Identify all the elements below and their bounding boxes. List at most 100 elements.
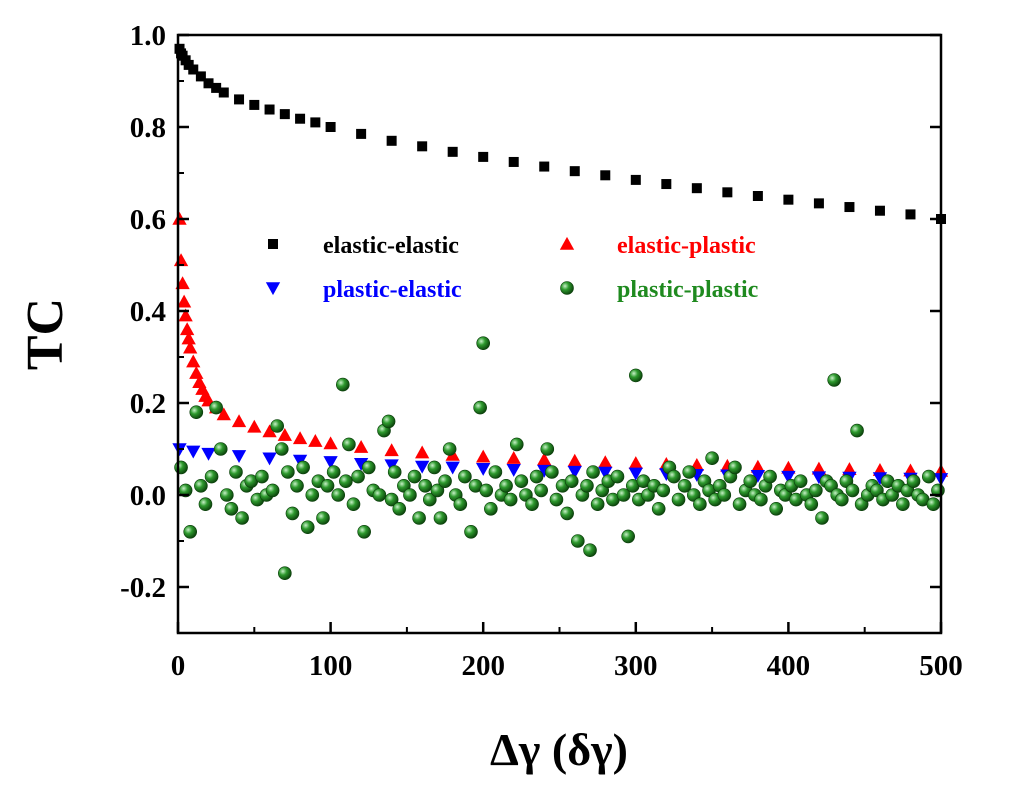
data-point	[667, 469, 681, 484]
data-point	[628, 467, 643, 481]
y-tick-label: 1.0	[130, 20, 166, 52]
data-point	[220, 488, 234, 502]
data-point	[224, 501, 239, 516]
data-point	[281, 465, 295, 479]
data-point	[277, 428, 292, 441]
series-elastic-plastic	[172, 211, 949, 477]
data-point	[580, 478, 594, 493]
data-point	[743, 474, 758, 489]
data-point	[750, 469, 766, 483]
data-point	[178, 308, 193, 322]
data-point	[537, 452, 552, 466]
data-point	[534, 483, 548, 498]
data-point	[499, 478, 513, 493]
legend-label: plastic-plastic	[617, 277, 759, 303]
data-point	[415, 445, 430, 459]
data-point	[769, 501, 783, 516]
data-point	[353, 440, 369, 453]
data-point	[811, 471, 827, 485]
data-point	[403, 488, 417, 502]
data-point	[325, 122, 336, 132]
axis-ticks	[176, 33, 943, 634]
data-point	[763, 469, 777, 484]
data-point	[905, 209, 916, 220]
data-point	[417, 141, 428, 152]
data-point	[412, 511, 426, 525]
data-point	[438, 474, 452, 489]
data-point	[174, 460, 188, 475]
data-point	[181, 331, 196, 345]
data-point	[813, 198, 824, 209]
data-point	[906, 474, 921, 489]
data-point	[384, 492, 399, 507]
series-elastic-elastic	[174, 43, 946, 224]
data-point	[484, 501, 498, 516]
data-point	[508, 156, 519, 167]
data-point	[415, 460, 430, 474]
data-point	[488, 465, 503, 479]
y-tick-label: 0.4	[130, 296, 166, 328]
data-point	[310, 117, 321, 128]
data-point	[549, 492, 564, 507]
data-point	[525, 497, 539, 512]
data-point	[835, 492, 849, 507]
data-point	[203, 78, 214, 89]
legend-entry-plastic-elastic: plastic-elastic	[265, 277, 462, 303]
data-point	[308, 434, 323, 447]
data-point	[211, 82, 222, 93]
data-point	[442, 442, 457, 456]
data-point	[361, 460, 376, 475]
data-point	[204, 469, 219, 484]
data-point	[728, 460, 742, 475]
x-tick-label: 400	[767, 650, 811, 682]
data-point	[346, 497, 361, 512]
data-point	[296, 460, 310, 475]
data-point	[445, 461, 460, 475]
data-point	[569, 166, 580, 177]
data-point	[752, 191, 763, 201]
x-axis-title: Δγ (δγ)	[490, 724, 628, 775]
data-point	[781, 470, 796, 484]
data-point	[809, 483, 823, 498]
data-point	[682, 465, 697, 479]
data-point	[506, 463, 521, 477]
data-point	[356, 128, 367, 139]
legend-marker	[559, 236, 575, 250]
data-point	[567, 465, 582, 479]
y-tick-label: 0.8	[130, 112, 166, 144]
data-point	[323, 436, 338, 450]
data-point	[693, 497, 707, 512]
data-point	[583, 543, 597, 558]
data-point	[811, 461, 827, 475]
data-point	[656, 483, 671, 498]
data-point	[896, 497, 910, 512]
data-point	[186, 445, 201, 459]
data-point	[249, 99, 260, 110]
data-point	[336, 377, 350, 392]
data-point	[781, 460, 796, 474]
data-point	[844, 202, 855, 213]
series-plastic-plastic	[174, 336, 945, 581]
y-tick-label: 0.6	[130, 204, 166, 236]
legend-marker	[560, 281, 574, 295]
data-point	[188, 64, 199, 75]
data-point	[183, 340, 198, 354]
data-point	[231, 450, 247, 464]
data-point	[427, 460, 442, 475]
legend-entry-elastic-plastic: elastic-plastic	[559, 233, 756, 259]
data-point	[842, 462, 857, 475]
data-point	[357, 524, 371, 539]
y-axis-title: TC	[17, 298, 74, 370]
legend-entry-plastic-plastic: plastic-plastic	[560, 277, 759, 303]
data-point	[722, 187, 733, 198]
data-point	[503, 492, 518, 507]
data-point	[387, 465, 402, 479]
data-point	[874, 205, 885, 216]
data-point	[323, 456, 338, 470]
legend-marker	[265, 282, 281, 296]
data-point	[850, 423, 864, 438]
data-point	[295, 113, 306, 124]
data-point	[270, 419, 284, 433]
data-point	[464, 524, 478, 539]
data-point	[392, 501, 407, 516]
